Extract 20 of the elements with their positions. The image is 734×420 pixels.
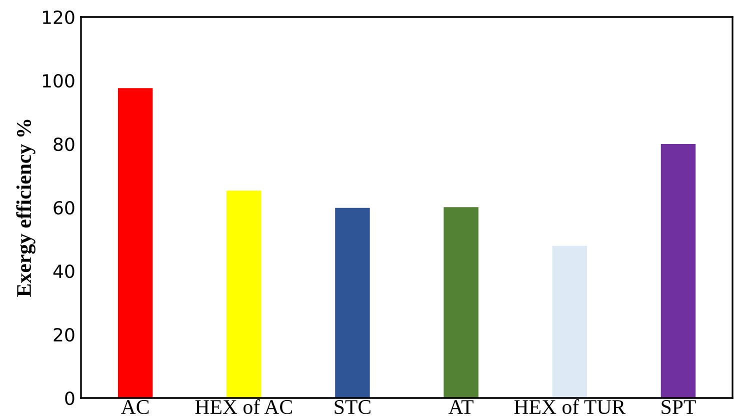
bar — [335, 208, 370, 398]
bar — [444, 207, 478, 398]
x-tick-label: HEX of AC — [195, 399, 292, 414]
x-tick-label: STC — [334, 400, 370, 414]
y-tick-label: 60 — [54, 200, 74, 215]
bar — [552, 246, 588, 398]
x-tick-label: AC — [121, 400, 149, 414]
bar — [660, 144, 696, 398]
y-tick-label: 40 — [53, 264, 74, 278]
bar — [226, 190, 262, 398]
y-tick-label: 20 — [54, 328, 74, 342]
y-tick-label: 120 — [42, 10, 74, 24]
x-tick-label: HEX of TUR — [514, 399, 626, 414]
x-tick-label: AT — [448, 400, 474, 414]
bar — [118, 88, 153, 398]
y-tick-label: 100 — [42, 74, 74, 88]
y-tick-label: 80 — [54, 137, 74, 152]
x-tick-label: SPT — [662, 400, 696, 414]
y-tick-label: 0 — [65, 391, 74, 406]
y-axis-title: Exergy efficiency % — [16, 120, 36, 297]
